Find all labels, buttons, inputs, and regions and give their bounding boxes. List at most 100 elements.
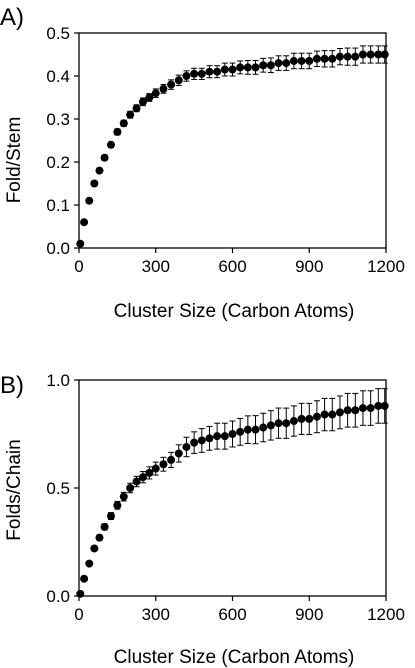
panel-a-data-point [236,63,245,72]
panel-b-x-tick-label: 0 [74,605,83,624]
panel-a-x-tick-label: 0 [74,257,83,276]
panel-a-data-point [106,140,115,149]
panel-b-data-point [343,406,352,415]
panel-b-data-point [197,436,206,445]
panel-b-data-point [380,401,389,410]
panel-a-data-point [90,179,99,188]
panel-b-data-point [374,401,383,410]
panel-b-data-point [76,589,85,598]
panel-a-y-tick-label: 0.3 [46,110,70,129]
panel-a-data-point [213,67,222,76]
panel-a-data-point [182,72,191,80]
panel-b-data-point [282,419,291,428]
panel-a-data-point [251,63,260,72]
panel-a-data-point [76,239,85,248]
panel-b-data-point [80,574,89,583]
panel-b-letter: B) [0,372,24,399]
panel-a-data-point [351,52,360,61]
panel-b-data-point [220,432,229,441]
panel-a-data-point [380,50,389,59]
panel-a-data-point [374,50,383,59]
panel-b-data-point [351,406,360,415]
panel-b-y-tick-label: 0.0 [46,587,70,606]
panel-a-data-point [366,50,375,59]
panel-b-data-point [312,412,321,421]
panel-b-data-point [297,414,306,423]
panel-a-y-tick-label: 0.5 [46,24,70,43]
panel-b-data-point [106,512,115,521]
panel-b-data-point [366,404,375,413]
panel-b-data-point [90,544,99,553]
panel-a-data-point [119,119,128,128]
panel-a-x-tick-label: 300 [142,257,170,276]
panel-a-data-point [174,76,183,85]
panel-a-data-point [312,54,321,63]
panel-b-data-point [138,473,147,482]
panel-b-data-point [259,423,268,432]
panel-a-data-point [197,69,206,78]
panel-b-data-point [190,438,199,447]
panel-b-y-axis-label: Folds/Chain [4,439,25,540]
panel-a-data-point [274,59,283,68]
panel-b-data-point [335,408,344,417]
panel-b-y-tick-label: 1.0 [46,371,70,390]
panel-a-data-point [305,56,314,65]
panel-a-data-point [190,69,199,78]
panel-a-data-point [320,54,329,63]
panel-b-data-point [85,559,94,568]
panel-b-data-point [113,501,122,510]
panel-b-plot-area: 0 300 600 900 1200 0.0 0.5 1.0 [46,371,405,624]
panel-a-data-point [243,63,252,72]
panel-a-data-point [282,59,291,68]
panel-b-data-point [126,484,135,492]
panel-a-letter: A) [0,4,24,31]
panel-b-data-point [145,468,154,477]
panel-a-data-point [259,61,268,70]
panel-b-x-tick-label: 900 [295,605,323,624]
panel-a-data-point [328,54,337,63]
panel-b-data-point [228,430,237,438]
panel-b-data-point [213,432,222,441]
panel-b-data-point [100,522,109,531]
panel-b-data-point [167,455,176,464]
panel-a-data-point [132,104,141,113]
panel-a-data-point [289,56,298,65]
panel-a-y-tick-label: 0.2 [46,153,70,172]
panel-a-data-point [167,80,176,89]
panel-a-x-axis-label: Cluster Size (Carbon Atoms) [114,301,355,322]
panel-b-data-point [328,410,337,419]
panel-a-y-tick-label: 0.1 [46,196,70,215]
panel-b-data-point [320,410,329,419]
panel-b-x-tick-label: 300 [142,605,170,624]
panel-a-data-point [80,218,89,227]
panel-b-data-point [243,425,252,434]
panel-a-data-point [343,52,352,61]
panel-b-data-point [274,419,283,428]
panel-b-x-axis-label: Cluster Size (Carbon Atoms) [114,647,355,668]
panel-b-data-point [358,404,367,413]
panel-a-data-point [358,50,367,59]
panel-b: B) 0 300 600 900 1200 0.0 0.5 1.0 Cluster Size … [0,371,405,668]
panel-a-data-point [297,56,306,65]
panel-b-data-point [251,425,260,434]
panel-a-x-tick-label: 600 [218,257,246,276]
panel-b-y-tick-label: 0.5 [46,479,70,498]
panel-a-data-point [113,127,122,136]
panel-b-data-point [266,421,275,430]
panel-b-data-point [151,464,160,473]
panel-b-x-tick-label: 600 [218,605,246,624]
panel-a-data-point [228,65,237,74]
panel-a-data-point [266,61,275,70]
panel-b-data-point [174,449,183,458]
panel-a-y-axis-label: Fold/Stem [4,117,25,204]
panel-a-plot-area: 0 300 600 900 1200 0.0 0.1 0.2 0.3 0.4 0.5 [46,24,405,276]
panel-a-data-point [126,110,135,119]
panel-a: A) 0 300 600 900 1200 0.0 0.1 0.2 0.3 0.4 0.5 Clus… [0,4,405,322]
panel-b-data-point [236,427,245,436]
panel-b-data-point [119,492,128,501]
panel-b-data-point [305,414,314,423]
panel-b-data-point [205,434,214,443]
panel-b-data-point [182,442,191,451]
panel-a-data-point [159,84,168,93]
